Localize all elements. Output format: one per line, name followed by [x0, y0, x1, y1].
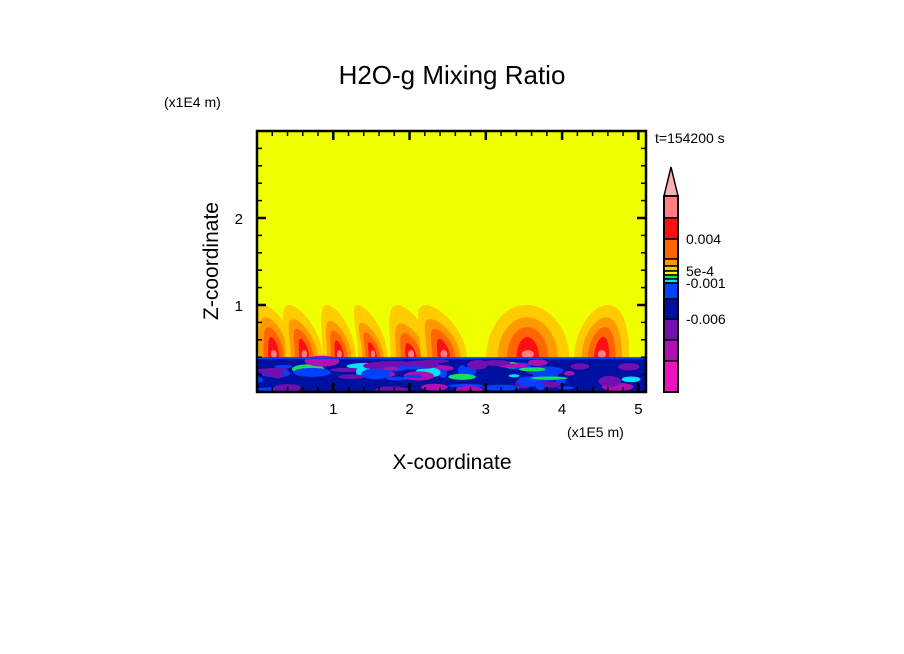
plume-core: [521, 350, 534, 359]
colorbar-label: -0.001: [686, 275, 726, 291]
colorbar-band: [663, 298, 679, 320]
dry-layer-patch: [457, 365, 467, 376]
colorbar-band: [663, 360, 679, 393]
dry-layer-patch: [508, 374, 520, 378]
colorbar-band: [663, 282, 679, 300]
y-unit-label: (x1E4 m): [164, 94, 221, 110]
dry-layer-patch: [361, 368, 391, 380]
plume-core: [370, 350, 376, 359]
dry-layer-patch: [338, 374, 365, 380]
plume-core: [270, 350, 277, 359]
dry-layer-patch: [438, 368, 448, 379]
dry-layer-patch: [270, 371, 284, 379]
dry-layer-patch: [618, 363, 640, 371]
colorbar-label: -0.006: [686, 311, 726, 327]
colorbar-band: [663, 238, 679, 260]
dry-layer-patch: [530, 376, 568, 380]
dry-layer-patch: [448, 373, 476, 380]
dry-layer-patch: [557, 386, 574, 390]
plume-core: [408, 350, 415, 359]
colorbar-band: [663, 195, 679, 219]
dry-layer-patch: [404, 366, 425, 370]
dry-layer-patch: [454, 385, 484, 392]
colorbar-label: 5e-4: [686, 263, 714, 279]
y-tick-label: 2: [235, 211, 243, 228]
plume-core: [597, 350, 606, 359]
dry-layer-patch: [257, 376, 263, 383]
plot-frame: [255, 129, 648, 394]
dry-layer-patch: [527, 359, 548, 366]
dry-layer-patch: [274, 365, 293, 369]
dry-layer-patch: [385, 376, 409, 381]
dry-layer-patch: [383, 366, 399, 371]
dry-layer-patch: [329, 367, 364, 372]
dry-layer-patch: [273, 386, 300, 392]
x-tick-label: 4: [558, 401, 566, 418]
dry-layer-patch: [570, 363, 590, 370]
x-axis-title: X-coordinate: [392, 451, 511, 474]
colorbar-band: [663, 318, 679, 341]
contour-field: [257, 131, 646, 392]
x-tick-label: 5: [634, 401, 642, 418]
dry-layer-patch: [563, 371, 575, 376]
plume-core: [301, 350, 308, 359]
y-axis-title: Z-coordinate: [200, 202, 223, 320]
colorbar-band: [663, 217, 679, 240]
chart-title: H2O-g Mixing Ratio: [339, 60, 566, 90]
dry-layer-patch: [535, 382, 545, 391]
colorbar: 0.004 5e-4-0.001 -0.006: [663, 166, 726, 393]
dry-layer-patch: [374, 386, 409, 392]
plume-core: [440, 350, 448, 359]
dry-layer-patch: [621, 376, 641, 383]
colorbar-band: [663, 339, 679, 362]
plume-core: [336, 350, 342, 359]
dry-layer-patch: [293, 367, 331, 377]
colorbar-band: [663, 258, 679, 267]
axes: 1 2 3 4 5 1 2: [235, 129, 648, 418]
y-tick-label: 1: [235, 298, 243, 315]
x-tick-label: 2: [405, 401, 413, 418]
colorbar-label: 0.004: [686, 231, 721, 247]
time-label: t=154200 s: [655, 130, 725, 146]
colorbar-frame: [663, 195, 679, 393]
x-unit-label: (x1E5 m): [567, 424, 624, 440]
dry-layer-patch: [420, 385, 444, 389]
x-tick-label: 3: [482, 401, 490, 418]
dry-layer-patch: [518, 367, 546, 372]
x-tick-label: 1: [329, 401, 337, 418]
dry-layer-patch: [404, 374, 423, 378]
dry-layer-patch: [482, 359, 511, 366]
dry-layer-patch: [598, 375, 621, 387]
colorbar-overflow-arrow: [663, 166, 679, 197]
dry-layer-patch: [421, 359, 450, 364]
